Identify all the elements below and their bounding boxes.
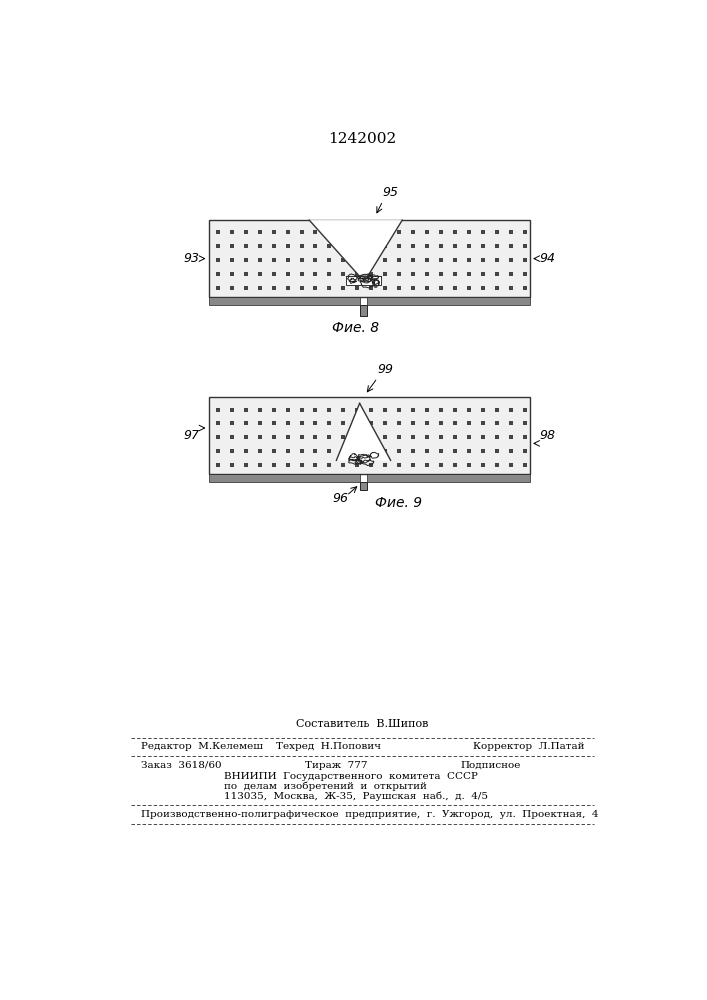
Text: Тираж  777: Тираж 777 [305, 761, 368, 770]
Text: 113035,  Москва,  Ж-35,  Раушская  наб.,  д.  4/5: 113035, Москва, Ж-35, Раушская наб., д. … [224, 791, 488, 801]
Text: Корректор  Л.Патай: Корректор Л.Патай [473, 742, 585, 751]
Text: 99: 99 [378, 363, 394, 376]
Text: 1242002: 1242002 [328, 132, 396, 146]
Bar [209, 220, 530, 297]
Bar [368, 297, 530, 305]
Bar [209, 397, 530, 474]
Polygon shape [337, 403, 391, 460]
Text: 93: 93 [183, 252, 199, 265]
Text: Составитель  В.Шипов: Составитель В.Шипов [296, 719, 428, 729]
Bar [368, 474, 530, 482]
Bar [346, 276, 380, 285]
Text: Техред  Н.Попович: Техред Н.Попович [276, 742, 381, 751]
Text: Заказ  3618/60: Заказ 3618/60 [141, 761, 222, 770]
Bar [361, 482, 367, 490]
Polygon shape [309, 220, 402, 276]
Text: по  делам  изобретений  и  открытий: по делам изобретений и открытий [224, 781, 427, 791]
Text: 95: 95 [383, 186, 399, 199]
Bar [361, 305, 367, 316]
Bar [209, 474, 360, 482]
Text: Фие. 9: Фие. 9 [375, 496, 422, 510]
Text: 96: 96 [332, 492, 349, 505]
Text: Фие. 8: Фие. 8 [332, 321, 380, 335]
Text: 97: 97 [183, 429, 199, 442]
Text: Редактор  М.Келемеш: Редактор М.Келемеш [141, 742, 263, 751]
Text: ВНИИПИ  Государственного  комитета  СССР: ВНИИПИ Государственного комитета СССР [224, 772, 478, 781]
Text: Подписное: Подписное [460, 761, 521, 770]
Bar [209, 297, 360, 305]
Text: Производственно-полиграфическое  предприятие,  г.  Ужгород,  ул.  Проектная,  4: Производственно-полиграфическое предприя… [141, 810, 599, 819]
Text: 94: 94 [539, 252, 556, 265]
Text: 98: 98 [539, 429, 556, 442]
